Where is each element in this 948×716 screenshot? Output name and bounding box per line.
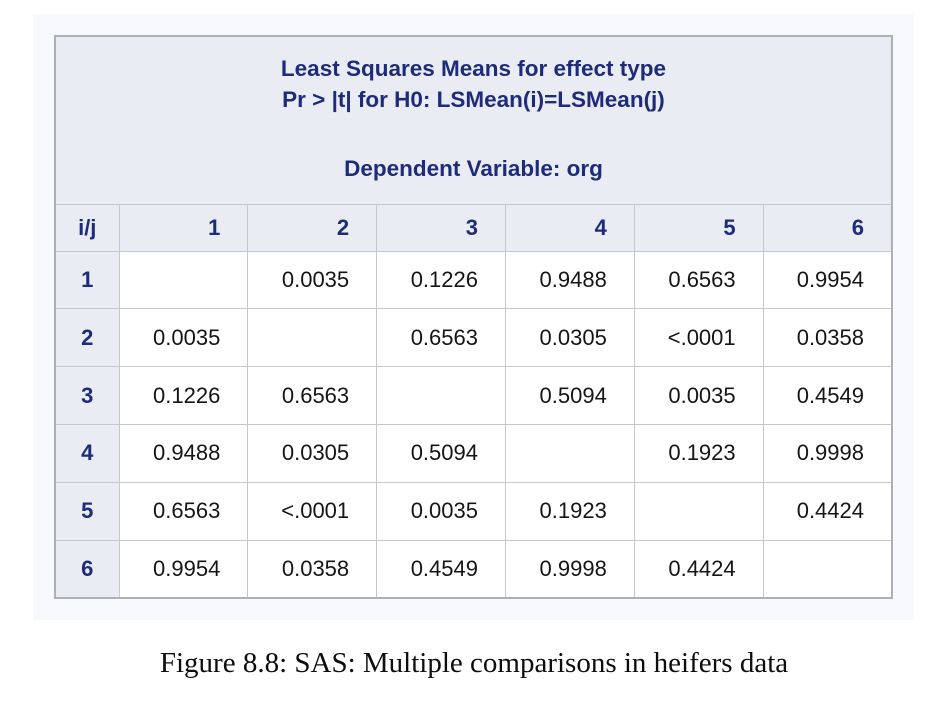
- pvalue-cell-5-3: 0.0035: [376, 481, 506, 541]
- column-header-4: 4: [504, 203, 635, 252]
- pvalue-cell-4-6: 0.9998: [762, 423, 893, 483]
- table-row-1: 1 0.0035 0.1226 0.9488 0.6563 0.9954: [54, 250, 893, 310]
- lsmeans-pvalue-table: Least Squares Means for effect type Pr >…: [54, 35, 893, 599]
- table-title-cell: Least Squares Means for effect type Pr >…: [54, 35, 893, 205]
- table-title-line1: Least Squares Means for effect type: [280, 55, 667, 81]
- table-row-6: 6 0.9954 0.0358 0.4549 0.9998 0.4424: [54, 539, 893, 599]
- pvalue-cell-5-6: 0.4424: [762, 481, 893, 541]
- row-label-2: 2: [54, 308, 120, 368]
- row-label-1: 1: [54, 250, 120, 310]
- table-body: 1 0.0035 0.1226 0.9488 0.6563 0.9954 2 0.0035 0.…: [54, 250, 893, 599]
- table-row-2: 2 0.0035 0.6563 0.0305 <.0001 0.0358: [54, 308, 893, 368]
- column-header-6: 6: [762, 203, 893, 252]
- pvalue-cell-6-3: 0.4549: [376, 539, 506, 599]
- row-label-5: 5: [54, 481, 120, 541]
- pvalue-cell-5-5: [633, 481, 764, 541]
- pvalue-cell-3-1: 0.1226: [118, 366, 249, 425]
- pvalue-cell-6-6: [762, 539, 893, 599]
- column-header-2: 2: [247, 203, 378, 252]
- pvalue-cell-4-1: 0.9488: [118, 423, 249, 483]
- table-title-row: Least Squares Means for effect type Pr >…: [54, 35, 893, 205]
- pvalue-cell-2-2: [247, 308, 378, 368]
- pvalue-cell-4-4: [504, 423, 635, 483]
- pvalue-cell-3-5: 0.0035: [633, 366, 764, 425]
- pvalue-cell-2-1: 0.0035: [118, 308, 249, 368]
- title-spacer: [64, 115, 883, 153]
- pvalue-cell-2-5: <.0001: [633, 308, 764, 368]
- pvalue-cell-2-6: 0.0358: [762, 308, 893, 368]
- pvalue-cell-6-4: 0.9998: [504, 539, 635, 599]
- table-row-3: 3 0.1226 0.6563 0.5094 0.0035 0.4549: [54, 366, 893, 425]
- sas-output-panel: Least Squares Means for effect type Pr >…: [33, 14, 914, 620]
- pvalue-cell-3-2: 0.6563: [247, 366, 378, 425]
- pvalue-cell-1-1: [118, 250, 249, 310]
- pvalue-cell-4-2: 0.0305: [247, 423, 378, 483]
- pvalue-cell-1-4: 0.9488: [504, 250, 635, 310]
- pvalue-cell-5-4: 0.1923: [504, 481, 635, 541]
- row-label-6: 6: [54, 539, 120, 599]
- figure-caption: Figure 8.8: SAS: Multiple comparisons in…: [159, 647, 789, 679]
- pvalue-cell-3-4: 0.5094: [504, 366, 635, 425]
- pvalue-cell-3-6: 0.4549: [762, 366, 893, 425]
- pvalue-cell-1-3: 0.1226: [376, 250, 506, 310]
- pvalue-cell-5-2: <.0001: [247, 481, 378, 541]
- pvalue-cell-1-6: 0.9954: [762, 250, 893, 310]
- table-row-4: 4 0.9488 0.0305 0.5094 0.1923 0.9998: [54, 423, 893, 483]
- table-title-line3: Dependent Variable: org: [344, 155, 603, 181]
- pvalue-cell-6-1: 0.9954: [118, 539, 249, 599]
- column-header-3: 3: [376, 203, 506, 252]
- row-label-3: 3: [54, 366, 120, 425]
- pvalue-cell-6-5: 0.4424: [633, 539, 764, 599]
- pvalue-cell-1-5: 0.6563: [633, 250, 764, 310]
- pvalue-cell-3-3: [376, 366, 506, 425]
- row-label-4: 4: [54, 423, 120, 483]
- pvalue-cell-4-3: 0.5094: [376, 423, 506, 483]
- pvalue-cell-4-5: 0.1923: [633, 423, 764, 483]
- column-header-1: 1: [118, 203, 249, 252]
- column-header-5: 5: [633, 203, 764, 252]
- pvalue-cell-5-1: 0.6563: [118, 481, 249, 541]
- corner-header-cell: i/j: [54, 203, 120, 252]
- pvalue-cell-2-3: 0.6563: [376, 308, 506, 368]
- pvalue-cell-6-2: 0.0358: [247, 539, 378, 599]
- pvalue-cell-2-4: 0.0305: [504, 308, 635, 368]
- table-title-line2: Pr > |t| for H0: LSMean(i)=LSMean(j): [282, 86, 665, 112]
- table-row-5: 5 0.6563 <.0001 0.0035 0.1923 0.4424: [54, 481, 893, 541]
- pvalue-cell-1-2: 0.0035: [247, 250, 378, 310]
